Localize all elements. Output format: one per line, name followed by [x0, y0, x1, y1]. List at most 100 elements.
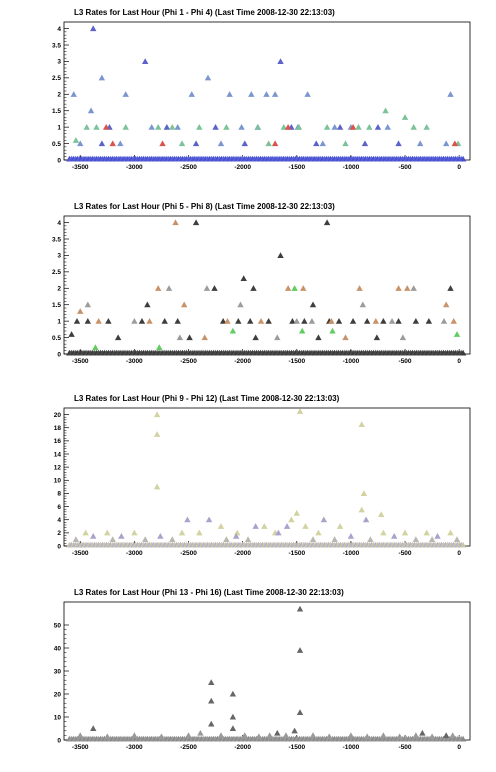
y-tick-label: 2.5 — [52, 75, 61, 82]
y-tick-label: 12 — [54, 464, 62, 471]
data-point — [219, 317, 227, 324]
data-point — [93, 123, 100, 130]
x-tick-label: -1000 — [343, 164, 360, 171]
data-point — [118, 532, 125, 539]
data-point — [257, 317, 265, 324]
x-tick-label: -2500 — [180, 744, 197, 751]
x-tick-label: -500 — [399, 164, 412, 171]
data-point — [90, 25, 97, 32]
x-tick-label: 0 — [457, 744, 461, 751]
data-point — [72, 536, 80, 542]
data-point — [229, 690, 237, 697]
data-point — [326, 733, 333, 740]
x-tick-label: 0 — [457, 164, 461, 171]
chart-title: L3 Rates for Last Hour (Phi 13 - Phi 16)… — [74, 588, 344, 597]
x-tick-label: -3500 — [72, 744, 89, 751]
x-tick-label: -500 — [399, 550, 412, 557]
chart-panel-3: L3 Rates for Last Hour (Phi 9 - Phi 12) … — [0, 394, 496, 564]
y-tick-label: 2 — [57, 92, 61, 99]
data-point — [428, 733, 436, 740]
x-tick-label: -2000 — [234, 550, 251, 557]
data-point — [356, 285, 363, 291]
data-point — [282, 732, 290, 738]
data-point — [442, 140, 450, 147]
data-point — [196, 529, 203, 536]
x-tick-label: 0 — [457, 358, 461, 365]
data-point — [289, 317, 296, 324]
y-tick-label: 2 — [57, 286, 61, 293]
data-point — [450, 317, 457, 324]
data-point — [208, 679, 215, 686]
data-point — [335, 317, 343, 324]
data-point — [380, 529, 387, 536]
data-point — [212, 123, 219, 130]
x-tick-label: -1500 — [288, 164, 305, 171]
data-point — [244, 536, 252, 542]
data-point — [224, 317, 231, 324]
y-tick-label: 3 — [57, 59, 61, 66]
data-point — [72, 137, 80, 143]
data-point — [342, 140, 349, 147]
x-tick-label: -2000 — [234, 744, 251, 751]
data-point — [271, 91, 279, 97]
data-point — [196, 123, 203, 130]
data-point — [77, 140, 84, 147]
data-point — [275, 529, 282, 536]
y-tick-label: 30 — [54, 668, 62, 675]
data-point — [250, 285, 257, 291]
data-point — [363, 317, 371, 324]
data-point — [295, 123, 303, 130]
data-point — [169, 536, 176, 542]
data-point — [331, 123, 338, 130]
x-tick-label: -2000 — [234, 358, 251, 365]
data-point — [395, 317, 402, 324]
x-tick-label: -2000 — [234, 164, 251, 171]
y-tick-label: 6 — [57, 504, 61, 511]
data-point — [309, 536, 317, 542]
data-point — [271, 140, 279, 147]
data-point — [82, 529, 89, 536]
x-tick-label: -1500 — [288, 550, 305, 557]
data-point — [153, 411, 161, 418]
data-point — [391, 532, 398, 539]
data-point — [447, 91, 454, 97]
data-point — [404, 285, 411, 291]
data-point — [161, 317, 168, 324]
y-tick-label: 20 — [54, 412, 62, 419]
data-point — [362, 516, 370, 523]
data-point — [192, 140, 200, 147]
data-point — [154, 285, 162, 291]
y-tick-label: 2 — [57, 530, 61, 537]
x-tick-label: -2500 — [180, 164, 197, 171]
data-point — [296, 408, 304, 414]
chart-panel-4: L3 Rates for Last Hour (Phi 13 - Phi 16)… — [0, 588, 496, 758]
data-point — [223, 123, 230, 130]
data-point — [92, 344, 99, 350]
data-point — [90, 725, 97, 732]
chart-panel-1: L3 Rates for Last Hour (Phi 1 - Phi 4) (… — [0, 8, 496, 178]
data-point — [349, 317, 357, 324]
data-point — [197, 729, 204, 736]
data-point — [263, 91, 270, 97]
plot-frame — [63, 215, 471, 355]
scatter-plot: 0 0.5 1 1.5 2 2.5 3 3.5 4 -3500 -3000 -2500 -2000 -15… — [52, 215, 471, 365]
y-tick-label: 3.5 — [52, 236, 61, 243]
data-point — [255, 733, 263, 740]
data-point — [169, 123, 176, 130]
y-tick-label: 20 — [54, 691, 62, 698]
data-point — [185, 732, 192, 738]
data-point — [235, 317, 242, 324]
data-point — [234, 529, 241, 536]
data-point — [232, 532, 240, 539]
x-tick-label: -3500 — [72, 164, 89, 171]
data-point — [384, 123, 391, 130]
data-point — [388, 317, 396, 324]
y-tick-label: 16 — [54, 438, 62, 445]
data-point — [153, 483, 161, 490]
data-point — [410, 123, 417, 130]
data-point — [412, 536, 420, 542]
data-point — [361, 140, 369, 147]
data-point — [104, 529, 111, 536]
y-tick-label: 0.5 — [52, 335, 61, 342]
data-point — [98, 74, 106, 81]
